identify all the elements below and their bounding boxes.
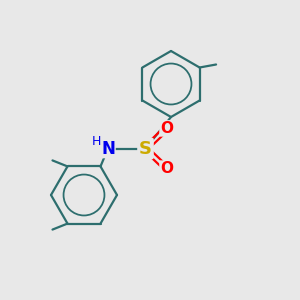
Text: O: O bbox=[160, 161, 173, 176]
Text: H: H bbox=[92, 135, 101, 148]
Text: S: S bbox=[139, 140, 152, 158]
Text: O: O bbox=[160, 121, 173, 136]
Text: N: N bbox=[101, 140, 115, 158]
